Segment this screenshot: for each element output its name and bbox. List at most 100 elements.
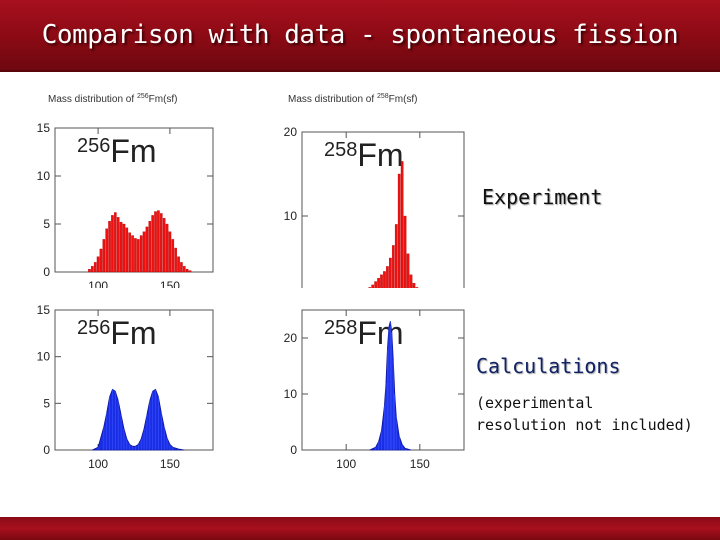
- histogram-bar: [177, 256, 180, 273]
- histogram-bar: [111, 215, 114, 273]
- histogram-bar: [96, 256, 100, 273]
- chart-title-prefix: Mass distribution of: [48, 94, 137, 105]
- histogram-bar: [383, 271, 386, 288]
- histogram-bar: [114, 212, 117, 273]
- histogram-bar: [386, 266, 389, 288]
- histogram-bar: [119, 221, 123, 273]
- y-tick-label: 10: [37, 350, 51, 364]
- histogram-bar: [122, 223, 126, 273]
- histogram-bar: [368, 287, 372, 288]
- y-tick-label: 5: [43, 217, 50, 231]
- histogram-bar: [116, 217, 120, 273]
- nucleus-symbol: Fm: [110, 133, 156, 169]
- histogram-bar: [403, 215, 407, 288]
- histogram-bar: [409, 274, 413, 288]
- histogram-bar: [171, 239, 175, 273]
- histogram-bar: [137, 239, 140, 273]
- histogram-bar: [162, 218, 166, 273]
- x-tick-label: 150: [160, 457, 180, 470]
- chart-title-prefix: Mass distribution of: [288, 94, 377, 105]
- histogram-bar: [165, 223, 169, 273]
- calculations-label: Calculations: [476, 354, 621, 378]
- histogram-bar: [400, 161, 404, 288]
- histogram-bar: [397, 173, 401, 288]
- histogram-bar: [371, 284, 375, 288]
- title-bar: Comparison with data - spontaneous fissi…: [0, 0, 720, 72]
- nucleus-mass: 258: [324, 139, 357, 161]
- bottom-bar: [0, 517, 720, 540]
- histogram-bar: [134, 238, 137, 273]
- histogram-bar: [151, 215, 154, 273]
- histogram-bar: [145, 226, 149, 273]
- nucleus-label: 256Fm: [77, 133, 157, 169]
- histogram-bar: [374, 281, 377, 288]
- histogram-bar: [142, 231, 146, 273]
- x-tick-label: 150: [410, 457, 430, 470]
- distribution-area: [92, 388, 185, 451]
- y-tick-label: 5: [43, 396, 50, 410]
- y-tick-label: 10: [284, 387, 298, 401]
- y-tick-label: 0: [43, 443, 50, 457]
- histogram-bar: [93, 262, 97, 273]
- y-tick-label: 15: [37, 121, 51, 135]
- nucleus-symbol: Fm: [357, 137, 403, 173]
- histogram-bar: [157, 210, 160, 273]
- histogram-bar: [412, 283, 416, 288]
- histogram-bar: [131, 235, 134, 273]
- histogram-bar: [108, 220, 111, 273]
- plot-frame: [54, 127, 214, 273]
- calculations-note: (experimental resolution not included): [476, 392, 716, 436]
- y-tick-label: 15: [37, 303, 51, 317]
- histogram-bar: [102, 239, 106, 273]
- nucleus-mass: 256: [77, 135, 110, 157]
- chart-title-suffix: Fm(sf): [389, 94, 418, 105]
- chart-title: Mass distribution of 256Fm(sf): [48, 93, 178, 105]
- y-tick-label: 10: [284, 209, 298, 223]
- histogram-bar: [180, 262, 183, 273]
- calculations-note-line2: resolution not included): [476, 416, 693, 434]
- histogram-bar: [168, 231, 172, 273]
- nucleus-label: 258Fm: [324, 315, 404, 351]
- histogram-bar: [105, 228, 109, 273]
- calculations-note-line1: (experimental: [476, 394, 594, 412]
- nucleus-symbol: Fm: [357, 315, 403, 351]
- histogram-bar: [154, 211, 157, 273]
- chart-calculation-258: 0 10 20 100 150 258Fm: [284, 309, 465, 470]
- nucleus-label: 258Fm: [324, 137, 404, 173]
- chart-calculation-256: 0 5 10 15 100 150 256Fm: [37, 303, 214, 470]
- x-tick-label: 100: [88, 279, 108, 288]
- histogram-bar: [415, 287, 419, 288]
- nucleus-symbol: Fm: [110, 315, 156, 351]
- chart-experiment-258: Mass distribution of 258Fm(sf)0102010015…: [284, 93, 465, 288]
- histogram-bar: [88, 268, 91, 273]
- histogram-bar: [174, 247, 177, 273]
- nucleus-mass: 256: [77, 317, 110, 339]
- y-tick-label: 0: [290, 443, 297, 457]
- y-tick-label: 0: [43, 265, 50, 279]
- x-tick-label: 150: [160, 279, 180, 288]
- histogram-bar: [380, 274, 383, 288]
- y-tick-label: 20: [284, 331, 298, 345]
- nucleus-label: 256Fm: [77, 315, 157, 351]
- histogram-bar: [139, 235, 143, 273]
- chart-title: Mass distribution of 258Fm(sf): [288, 93, 418, 105]
- histogram-bar: [389, 257, 392, 288]
- experiment-label: Experiment: [482, 185, 603, 209]
- histogram-bar: [159, 213, 163, 273]
- histogram-bar: [148, 220, 152, 273]
- histogram-bar: [185, 268, 189, 273]
- histogram-bar: [391, 245, 395, 288]
- histogram-bar: [188, 270, 192, 273]
- histogram-bar: [91, 266, 94, 273]
- nucleus-mass: 258: [324, 317, 357, 339]
- x-tick-label: 100: [336, 457, 356, 470]
- chart-title-suffix: Fm(sf): [149, 94, 178, 105]
- histogram-bar: [377, 278, 380, 288]
- histogram-bar: [406, 253, 410, 288]
- chart-title-mass: 256: [137, 93, 149, 100]
- slide-title: Comparison with data - spontaneous fissi…: [41, 20, 679, 50]
- y-tick-label: 20: [284, 125, 298, 139]
- x-tick-label: 100: [88, 457, 108, 470]
- histogram-bar: [182, 266, 186, 273]
